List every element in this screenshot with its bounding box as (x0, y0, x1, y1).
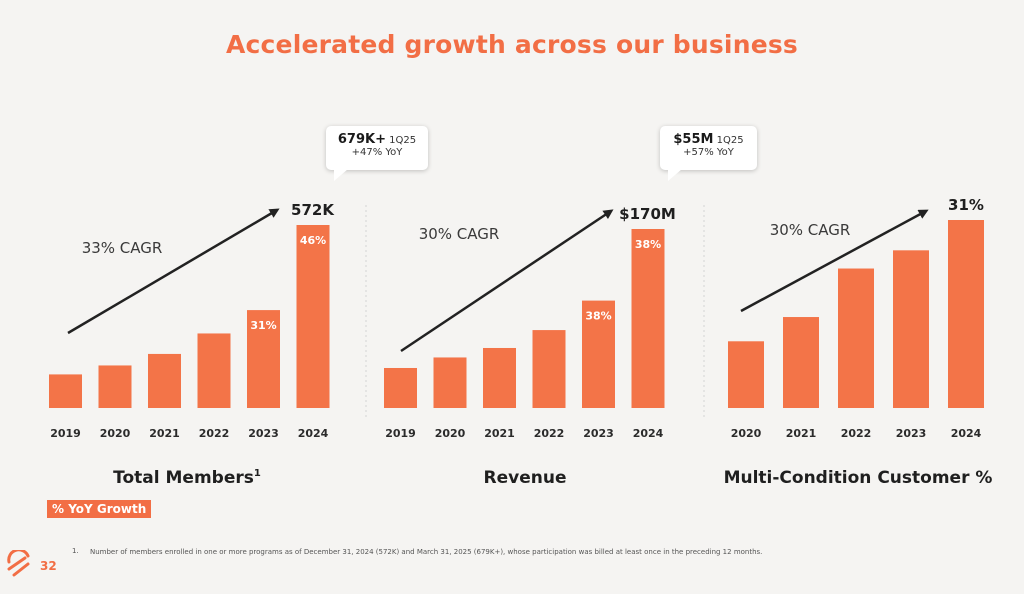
x-tick-label: 2021 (786, 427, 817, 440)
chart-title: Total Members1 (113, 468, 261, 488)
yoy-growth-badge: % YoY Growth (47, 500, 152, 518)
x-tick-label: 2020 (100, 427, 131, 440)
growth-arrow (67, 208, 280, 335)
top-value-label: 31% (948, 196, 984, 214)
bar (582, 300, 615, 408)
x-tick-label: 2023 (248, 427, 279, 440)
callout-value: 679K+ (337, 132, 386, 147)
company-logo-icon (7, 550, 30, 577)
members-chart: 2019 2020 2021 2022 2023 31% 2024 46% 572K 33% CA… (49, 201, 335, 488)
growth-arrow (400, 209, 614, 353)
members-callout: 679K+ 1Q25 +47% YoY (326, 126, 428, 181)
callout-period: 1Q25 (389, 135, 417, 146)
bar (247, 310, 280, 408)
bar (893, 250, 929, 408)
x-tick-label: 2023 (583, 427, 614, 440)
bar (98, 365, 132, 408)
page-title: Accelerated growth across our business (225, 30, 799, 59)
x-tick-label: 2021 (484, 427, 515, 440)
x-tick-label: 2020 (731, 427, 762, 440)
bar-data-label: 31% (250, 319, 276, 332)
x-tick-label: 2022 (534, 427, 565, 440)
bar (532, 330, 566, 408)
bar (384, 367, 417, 408)
callout-growth: +57% YoY (683, 147, 734, 158)
cagr-label: 30% CAGR (770, 221, 851, 239)
cagr-label: 30% CAGR (419, 225, 500, 243)
footnote-number: 1. (72, 547, 79, 555)
footnote-text: Number of members enrolled in one or mor… (90, 548, 763, 556)
x-tick-label: 2021 (149, 427, 180, 440)
top-value-label: $170M (619, 205, 676, 223)
bar (483, 347, 516, 408)
chart-title: Revenue (484, 468, 567, 488)
bar (49, 374, 82, 408)
bar (148, 353, 181, 408)
bar-data-label: 38% (635, 238, 661, 251)
x-tick-label: 2024 (298, 427, 329, 440)
bar-data-label: 46% (300, 234, 326, 247)
x-tick-label: 2022 (841, 427, 872, 440)
callout-growth: +47% YoY (351, 147, 403, 158)
bar (296, 225, 330, 408)
callout-period: 1Q25 (716, 135, 744, 146)
bar (728, 341, 764, 408)
chart-title: Multi-Condition Customer % (724, 468, 993, 488)
x-tick-label: 2022 (199, 427, 230, 440)
x-tick-label: 2024 (951, 427, 982, 440)
top-value-label: 572K (291, 201, 335, 219)
x-tick-label: 2020 (435, 427, 466, 440)
bar (838, 268, 874, 408)
x-tick-label: 2023 (896, 427, 927, 440)
bar (783, 317, 819, 408)
callout-value: $55M (673, 132, 714, 147)
growth-arrow (740, 209, 929, 313)
bar-data-label: 38% (585, 310, 611, 323)
page-number: 32 (40, 559, 57, 573)
x-tick-label: 2019 (385, 427, 416, 440)
x-tick-label: 2019 (50, 427, 81, 440)
revenue-chart: 2019 2020 2021 2022 2023 38% 2024 38% $170M 30% C… (365, 205, 676, 488)
revenue-callout: $55M 1Q25 +57% YoY (660, 126, 757, 181)
bar (948, 220, 984, 408)
multi-condition-chart: 2020 2021 2022 2023 2024 31% 30% CAGR Multi-Con… (703, 196, 993, 488)
x-tick-label: 2024 (633, 427, 664, 440)
cagr-label: 33% CAGR (82, 239, 163, 257)
bar (433, 357, 467, 408)
bar (197, 333, 231, 408)
bar (631, 229, 665, 408)
